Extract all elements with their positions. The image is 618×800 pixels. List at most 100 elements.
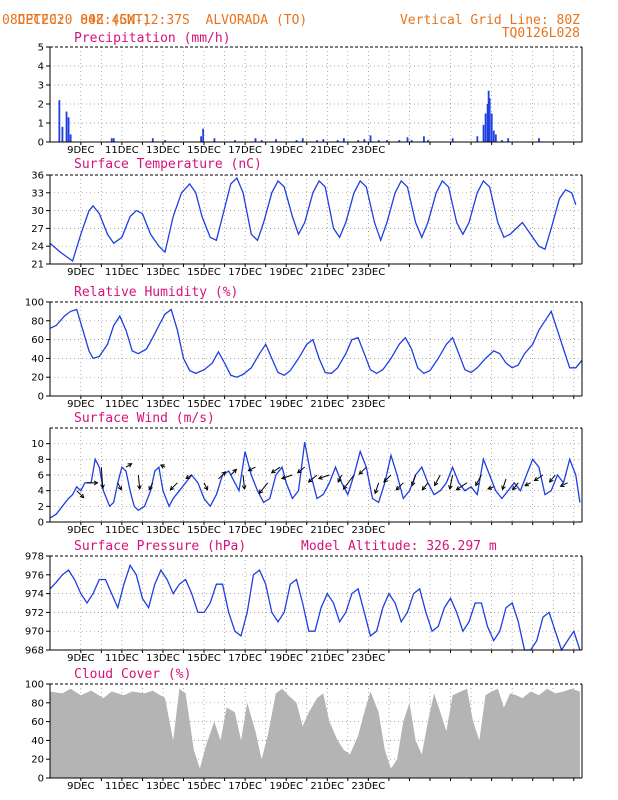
wind-arrow: [395, 482, 404, 491]
panel-5-xtick-label: 23DEC: [352, 653, 386, 664]
panel-4-xtick-label: 9DEC: [67, 525, 94, 536]
panel-1-xtick-label: 21DEC: [310, 145, 344, 156]
panel-5-ytick-label: 972: [25, 608, 44, 619]
precip-bar: [484, 113, 487, 142]
panel-5-xtick-label: 15DEC: [187, 653, 221, 664]
wind-arrow-head: [317, 475, 323, 480]
precip-bar: [369, 135, 372, 142]
wind-arrow: [374, 482, 380, 494]
wind-arrow-head: [455, 486, 461, 491]
panel-2-ytick-label: 21: [31, 260, 44, 271]
precip-bar: [275, 139, 277, 142]
precip-bar: [234, 140, 236, 142]
panel-3-xtick-label: 11DEC: [105, 399, 139, 410]
coords-label: 048:45W-12:37S: [80, 13, 190, 28]
wind-arrow-head: [93, 480, 99, 486]
panel-2-xtick-label: 11DEC: [105, 267, 139, 278]
panel-6-ytick-label: 100: [25, 680, 44, 691]
wind-arrow-head: [383, 478, 388, 483]
wind-arrow-head: [232, 468, 238, 474]
precip-bar: [501, 140, 503, 142]
panel-1-xtick-label: 19DEC: [269, 145, 303, 156]
panel-1-ytick-label: 3: [38, 81, 44, 92]
panel-2-xtick-label: 23DEC: [352, 267, 386, 278]
panel-6-ytick-label: 80: [31, 698, 44, 709]
panel-1-ytick-label: 4: [38, 62, 44, 73]
panel-4-ytick-label: 8: [38, 455, 44, 466]
panel-2-xtick-label: 19DEC: [269, 267, 303, 278]
wind-arrow-head: [448, 485, 453, 491]
panel-6-ytick-label: 60: [31, 717, 44, 728]
precip-bar: [254, 138, 257, 142]
precip-bar: [260, 140, 263, 142]
wind-arrow: [524, 482, 531, 487]
panel-5-subtitle: Model Altitude: 326.297 m: [301, 539, 497, 554]
panel-3-xtick-label: 9DEC: [67, 399, 94, 410]
panel-2-title: Surface Temperature (nC): [74, 157, 262, 172]
precip-bar: [301, 138, 304, 142]
wind-arrow: [117, 482, 122, 491]
panel-5-xtick-label: 21DEC: [310, 653, 344, 664]
wind-arrow: [337, 474, 343, 483]
precip-bar: [322, 139, 325, 142]
wind-arrow-head: [100, 484, 105, 490]
wind-arrow: [242, 474, 245, 490]
panel-5-xtick-label: 19DEC: [269, 653, 303, 664]
panel-4-ytick-label: 6: [38, 471, 44, 482]
wind-arrow-head: [241, 485, 247, 491]
wind-arrow-head: [247, 467, 253, 472]
panel-5-ytick-label: 976: [25, 570, 44, 581]
precip-bar: [490, 113, 493, 142]
panel-4-xtick-label: 17DEC: [228, 525, 262, 536]
panel-2-xtick-label: 9DEC: [67, 267, 94, 278]
panel-5-xtick-label: 9DEC: [67, 653, 94, 664]
wind-arrow: [534, 474, 544, 482]
precip-bar: [492, 130, 495, 142]
precip-bar: [112, 138, 115, 142]
panel-3-xtick-label: 17DEC: [228, 399, 262, 410]
wind-arrow-head: [358, 470, 364, 475]
panel-2-ytick-label: 24: [31, 242, 44, 253]
precip-bar: [69, 134, 72, 142]
wind-arrow: [549, 474, 556, 483]
precip-bar: [342, 138, 345, 142]
panel-6-xtick-label: 23DEC: [352, 781, 386, 792]
wind-arrow-head: [421, 485, 427, 491]
precip-bar: [357, 140, 360, 142]
wind-arrow: [343, 474, 355, 490]
panel-2-ytick-label: 27: [31, 224, 44, 235]
panel-5-xtick-label: 13DEC: [146, 653, 180, 664]
panel-3-ytick-label: 100: [25, 298, 44, 309]
panel-6-xtick-label: 19DEC: [269, 781, 303, 792]
wind-arrow: [148, 482, 154, 491]
panel-3-xtick-label: 13DEC: [146, 399, 180, 410]
wind-arrow-head: [487, 485, 493, 490]
panel-1-xtick-label: 17DEC: [228, 145, 262, 156]
precip-bar: [110, 138, 113, 142]
source-label: CPTEC:: [17, 13, 65, 28]
wind-arrow: [411, 474, 417, 486]
wind-arrow: [421, 482, 429, 491]
precip-bar: [65, 111, 68, 142]
panel-3-ytick-label: 60: [31, 335, 44, 346]
panel-4-xtick-label: 23DEC: [352, 525, 386, 536]
panel-1-ytick-label: 5: [38, 43, 44, 54]
panel-6-ytick-label: 0: [38, 774, 44, 785]
precip-bar: [398, 140, 401, 142]
precip-bar: [202, 128, 205, 142]
cloud-area: [50, 688, 580, 778]
wind-arrow-head: [337, 477, 342, 483]
wind-arrow: [281, 474, 293, 479]
panel-6-ytick-label: 20: [31, 755, 44, 766]
wind-arrow: [100, 467, 104, 489]
wind-arrow-head: [373, 489, 379, 495]
wind-arrow: [358, 466, 367, 475]
panel-3-xtick-label: 21DEC: [310, 399, 344, 410]
wind-arrow-head: [280, 475, 286, 480]
panel-3-xtick-label: 15DEC: [187, 399, 221, 410]
panel-2-ytick-label: 33: [31, 188, 44, 199]
precip-bar: [507, 138, 510, 142]
panel-5-ytick-label: 978: [25, 552, 44, 563]
panel-2-series-line: [49, 176, 577, 263]
precip-bar: [476, 136, 479, 142]
